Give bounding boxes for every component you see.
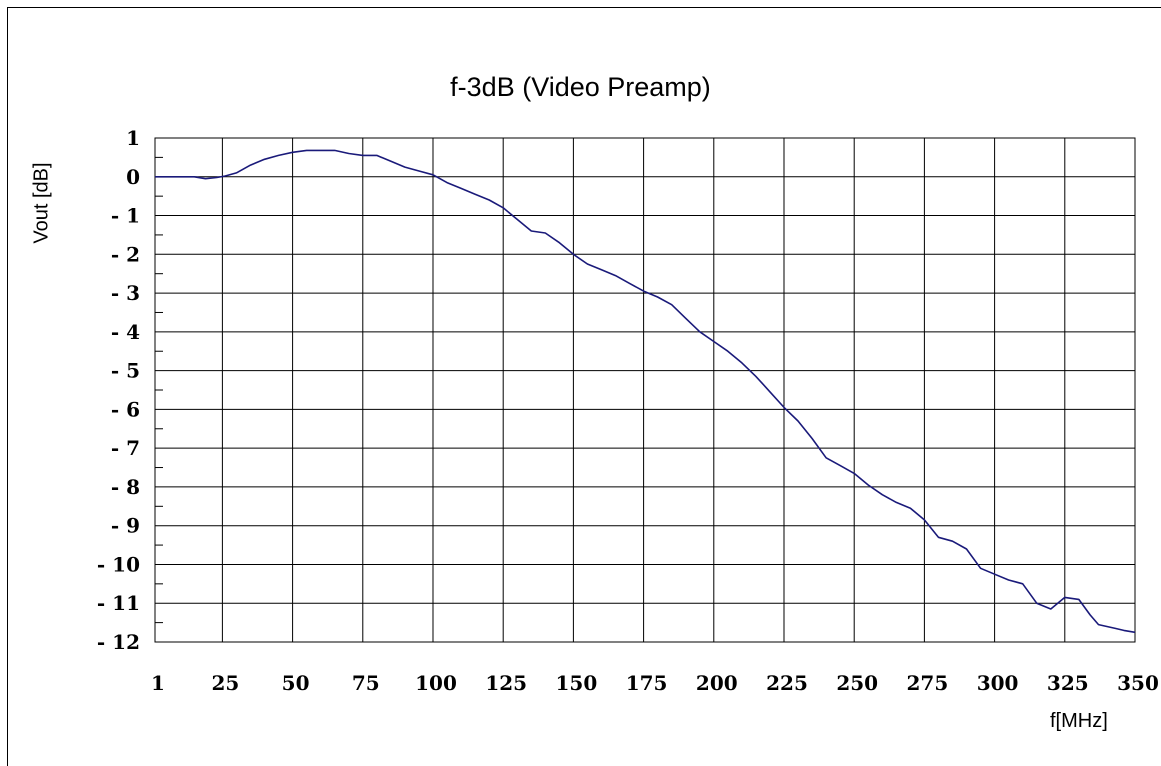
y-tick-label: 1: [126, 126, 140, 150]
x-tick-label: 1: [151, 671, 165, 695]
y-tick-label: - 3: [111, 281, 140, 305]
tick-labels: 1 0 - 1 - 2 - 3 - 4 - 5 - 6 - 7 - 8 - 9 - 10 - 11 - 1…: [97, 126, 1159, 695]
x-tick-label: 50: [282, 671, 310, 695]
y-tick-label: - 1: [111, 204, 140, 228]
x-axis-label: f[MHz]: [1050, 710, 1108, 732]
x-tick-label: 250: [836, 671, 878, 695]
plot-border: [154, 137, 1136, 643]
x-tick-label: 25: [211, 671, 239, 695]
x-tick-label: 350: [1117, 671, 1159, 695]
y-tick-label: 0: [126, 165, 140, 189]
x-tick-label: 225: [766, 671, 808, 695]
y-tick-label: - 8: [111, 475, 140, 499]
x-tick-label: 200: [696, 671, 738, 695]
x-tick-label: 300: [977, 671, 1019, 695]
x-tick-label: 175: [626, 671, 668, 695]
x-tick-label: 125: [485, 671, 527, 695]
y-tick-label: - 10: [97, 552, 140, 576]
y-tick-label: - 5: [111, 359, 140, 383]
y-tick-label: - 2: [111, 242, 140, 266]
y-tick-label: - 6: [111, 397, 140, 421]
x-tick-label: 100: [415, 671, 457, 695]
y-tick-label: - 4: [111, 320, 140, 344]
series-line: [155, 149, 1136, 634]
x-tick-label: 325: [1047, 671, 1089, 695]
x-tick-label: 275: [907, 671, 949, 695]
chart-frame: [7, 7, 1161, 766]
grid-lines: [154, 137, 1136, 643]
x-tick-label: 150: [556, 671, 598, 695]
series-layer: [155, 149, 1136, 634]
y-tick-label: - 9: [111, 514, 140, 538]
y-tick-label: - 12: [97, 630, 140, 654]
y-tick-label: - 7: [111, 436, 140, 460]
chart-title: f-3dB (Video Preamp): [450, 72, 711, 102]
y-tick-label: - 11: [97, 591, 140, 615]
x-tick-label: 75: [352, 671, 380, 695]
